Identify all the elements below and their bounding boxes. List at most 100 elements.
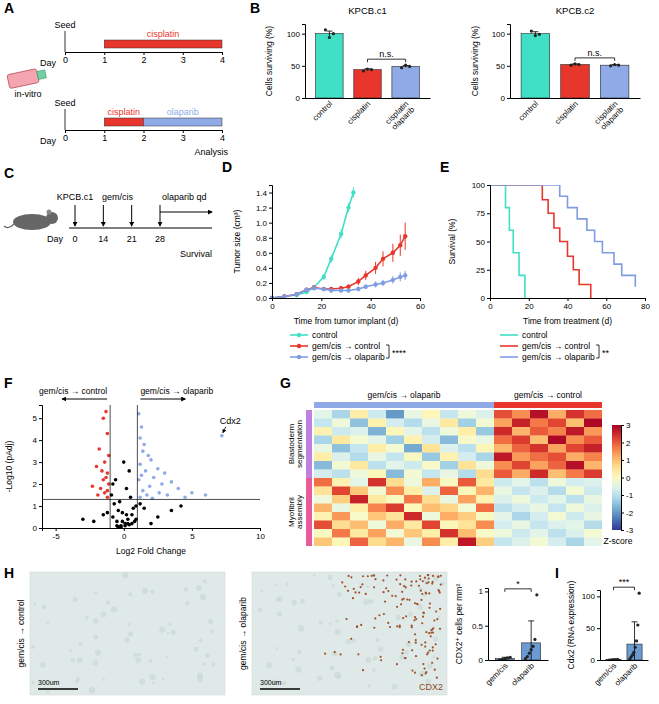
cell [458, 453, 476, 462]
cell [368, 470, 386, 479]
cell [422, 538, 440, 547]
axis: controlcisplatincisplatinolaparib [306, 98, 431, 132]
axis-line [302, 25, 306, 99]
texture-dot [85, 616, 89, 620]
tick: 0 [479, 656, 488, 665]
cell [422, 444, 440, 453]
cell [314, 427, 332, 436]
stain-dot [414, 616, 416, 618]
tick-label: 2 [141, 55, 146, 65]
cell [530, 453, 548, 462]
tick: 4 [220, 130, 225, 143]
point [121, 520, 125, 524]
stain-dot [374, 617, 376, 619]
tick: 40 [367, 298, 376, 311]
stain-dot [440, 583, 442, 585]
tick-mark [621, 495, 624, 496]
label-line: control [517, 99, 541, 123]
tick-label: 0.6 [256, 249, 268, 258]
tick: 0 [270, 298, 275, 311]
stain-dot [439, 591, 441, 593]
day-value: 0 [72, 234, 77, 244]
stain-dot [431, 628, 433, 630]
tick-label: 1.4 [256, 189, 268, 198]
point [220, 434, 224, 438]
point [106, 511, 110, 515]
point [166, 493, 170, 497]
point [148, 484, 152, 488]
plot-area [490, 185, 635, 298]
cell [440, 419, 458, 428]
tick: 4 [220, 52, 225, 65]
cell [566, 521, 584, 530]
tick-label: 1.0 [256, 219, 268, 228]
row-group-bar [306, 410, 312, 478]
cell [494, 478, 512, 487]
tick: olaparib [509, 660, 536, 688]
stain-dot [437, 575, 439, 577]
stain-dot [389, 626, 391, 628]
cell [494, 504, 512, 513]
tick: olaparib [613, 660, 640, 688]
texture [258, 574, 445, 690]
stain-dot [429, 602, 431, 604]
tick: 2 [621, 439, 631, 448]
stain-dot [414, 602, 416, 604]
cell [530, 461, 548, 470]
cell [368, 504, 386, 513]
cell [386, 521, 404, 530]
texture-dot [128, 632, 133, 637]
cell [530, 529, 548, 538]
tick-mark [39, 506, 42, 507]
image-label: gem/cis → olaparib [238, 597, 248, 670]
point [569, 64, 572, 67]
tick-mark [485, 660, 488, 661]
cell [458, 487, 476, 496]
cell [422, 487, 440, 496]
stain-dot [341, 581, 343, 583]
stain-dot [421, 622, 423, 624]
cell [494, 427, 512, 436]
cell [422, 529, 440, 538]
cell [494, 487, 512, 496]
stain-dot [396, 606, 398, 608]
point [346, 285, 350, 289]
point [102, 416, 106, 420]
stain-dot [350, 638, 352, 640]
cell [584, 419, 602, 428]
legend-label: gem/cis → control [522, 341, 590, 351]
tick-mark [485, 591, 488, 592]
stain-dot [410, 584, 412, 586]
legend-label: gem/cis → control [312, 341, 380, 351]
texture-dot [332, 651, 337, 656]
y-axis-title: Cdx2 (RNA expression) [566, 580, 576, 669]
cell [512, 538, 530, 547]
tick: 20 [317, 298, 326, 311]
tick-label: cisplatin [346, 99, 373, 126]
point [312, 286, 316, 290]
stain-dot [419, 575, 421, 577]
point [145, 493, 149, 497]
tick-label: olaparib [613, 661, 640, 688]
scale-bar [38, 688, 78, 690]
point [163, 471, 167, 475]
texture-dot [274, 584, 276, 586]
cell [476, 495, 494, 504]
cell [440, 427, 458, 436]
cell [440, 436, 458, 445]
axis: 01234 [63, 130, 225, 143]
cell [314, 521, 332, 530]
micrograph: 300umgem/cis → control [16, 572, 225, 695]
error-bar [632, 622, 638, 660]
point [356, 287, 360, 291]
stain-dot [414, 672, 416, 674]
point [140, 425, 144, 429]
tick-label: 10 [256, 532, 265, 541]
point [106, 432, 110, 436]
texture-dot [297, 650, 301, 654]
tick: control [311, 98, 335, 123]
tick: 0.6 [256, 249, 272, 258]
stain-dot [406, 598, 408, 600]
point [149, 458, 153, 462]
stain-dot [387, 622, 389, 624]
